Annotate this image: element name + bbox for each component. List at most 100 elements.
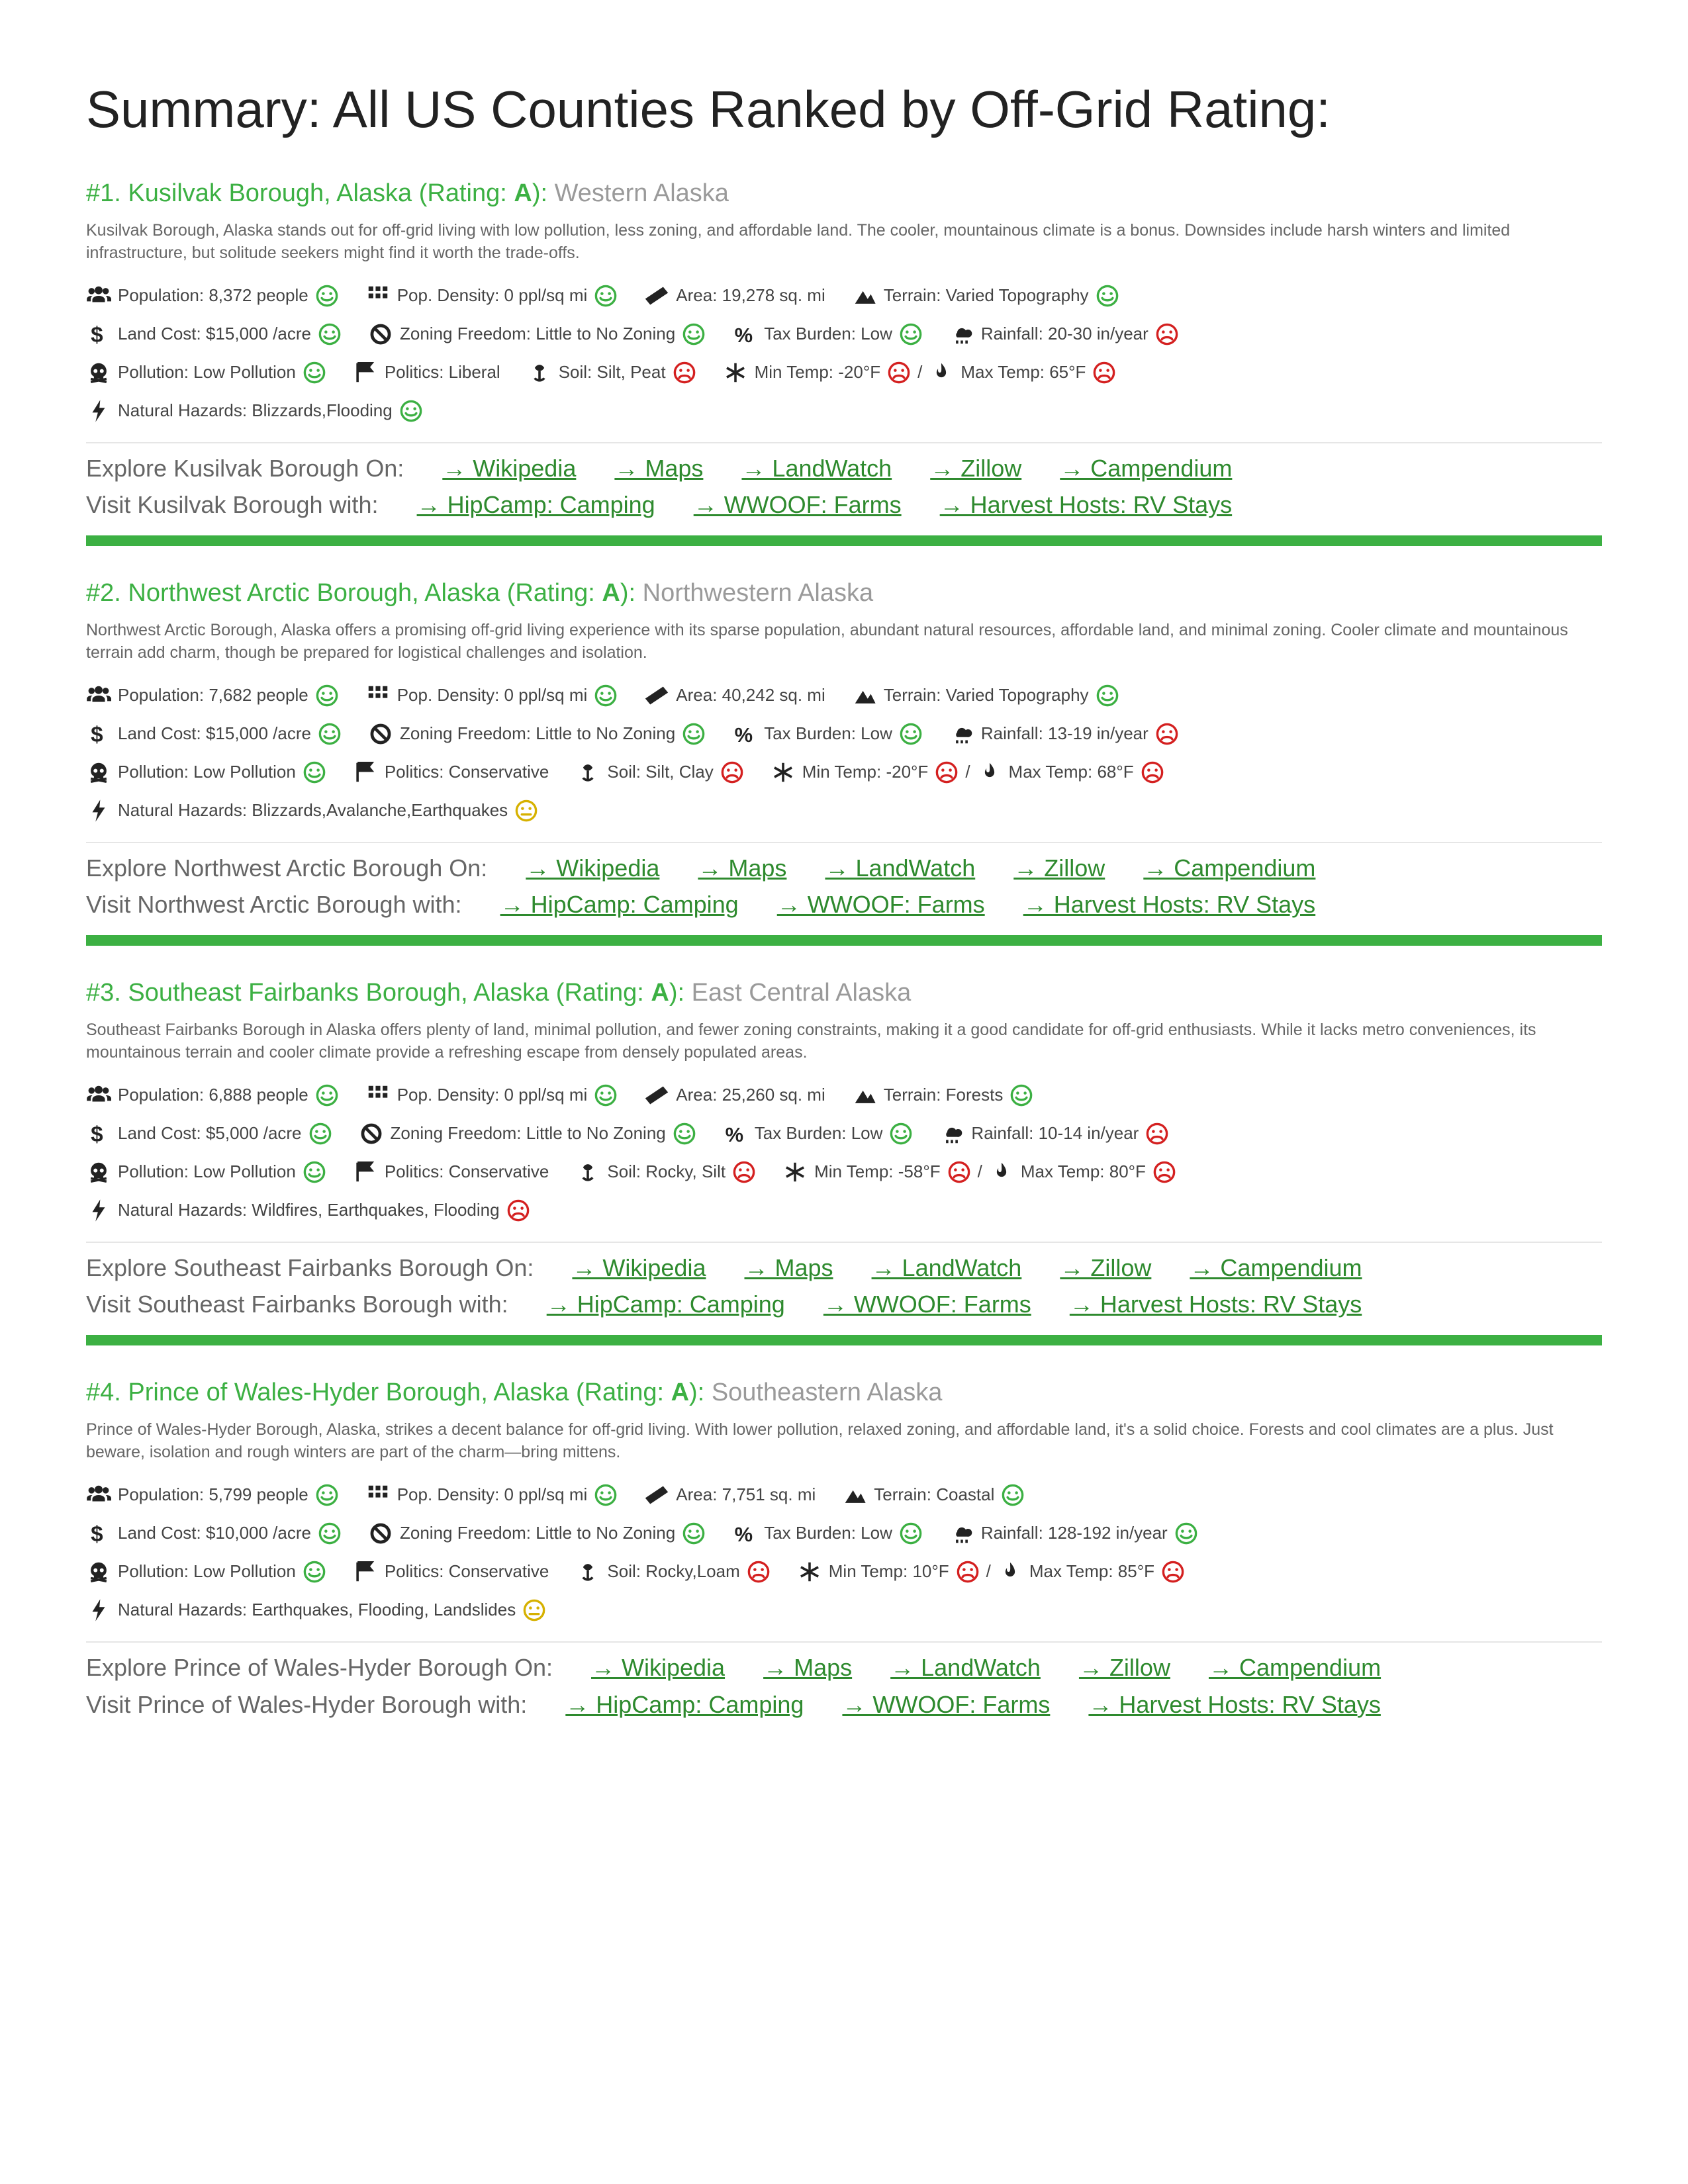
link-wwoof[interactable]: → WWOOF: Farms — [842, 1691, 1050, 1718]
link-landwatch[interactable]: → LandWatch — [825, 854, 975, 882]
pollution-icon — [86, 1559, 111, 1584]
face-good-icon — [594, 1483, 618, 1507]
link-campendium[interactable]: → Campendium — [1060, 455, 1232, 482]
link-hipcamp[interactable]: → HipCamp: Camping — [417, 491, 655, 518]
stat-population: Population: 7,682 people — [86, 683, 339, 708]
stat-area: Area: 7,751 sq. mi — [644, 1482, 816, 1508]
link-maps[interactable]: → Maps — [614, 455, 703, 482]
face-good-icon — [399, 399, 423, 423]
link-maps[interactable]: → Maps — [763, 1654, 852, 1681]
link-zillow[interactable]: → Zillow — [930, 455, 1021, 482]
stat-tax: Tax Burden: Low — [732, 322, 923, 347]
stat-label: Soil: Silt, Peat — [559, 362, 666, 383]
stat-zoning: Zoning Freedom: Little to No Zoning — [368, 1521, 706, 1546]
terrain-icon — [842, 1482, 867, 1508]
stat-label: Politics: Liberal — [385, 362, 500, 383]
entry-description: Northwest Arctic Borough, Alaska offers … — [86, 619, 1602, 664]
density-icon — [365, 1083, 391, 1108]
rain-icon — [949, 1521, 974, 1546]
link-harvest[interactable]: → Harvest Hosts: RV Stays — [1088, 1691, 1380, 1718]
face-good-icon — [673, 1122, 696, 1146]
face-good-icon — [1096, 284, 1119, 308]
link-zillow[interactable]: → Zillow — [1013, 854, 1105, 882]
entry-heading: #4. Prince of Wales-Hyder Borough, Alask… — [86, 1379, 1602, 1407]
zoning-icon — [368, 322, 393, 347]
link-wikipedia[interactable]: → Wikipedia — [442, 455, 576, 482]
pollution-icon — [86, 360, 111, 385]
link-wikipedia[interactable]: → Wikipedia — [591, 1654, 725, 1681]
terrain-icon — [852, 683, 877, 708]
stat-label: Zoning Freedom: Little to No Zoning — [400, 723, 675, 744]
explore-links: Explore Southeast Fairbanks Borough On: … — [86, 1250, 1602, 1287]
face-bad-icon — [1155, 322, 1179, 346]
max_temp-icon — [977, 760, 1002, 785]
stat-label: Pollution: Low Pollution — [118, 762, 296, 782]
face-bad-icon — [732, 1160, 756, 1184]
stat-label: Pollution: Low Pollution — [118, 1161, 296, 1182]
link-wwoof[interactable]: → WWOOF: Farms — [823, 1291, 1031, 1318]
visit-links: Visit Northwest Arctic Borough with: → H… — [86, 886, 1602, 923]
stat-label: Area: 7,751 sq. mi — [676, 1484, 816, 1505]
hazards-icon — [86, 1598, 111, 1623]
explore-links: Explore Prince of Wales-Hyder Borough On… — [86, 1649, 1602, 1686]
link-landwatch[interactable]: → LandWatch — [872, 1254, 1022, 1281]
stat-population: Population: 8,372 people — [86, 283, 339, 308]
link-maps[interactable]: → Maps — [698, 854, 786, 882]
face-good-icon — [682, 1522, 706, 1545]
stat-label: Natural Hazards: Blizzards,Avalanche,Ear… — [118, 800, 508, 821]
link-wikipedia[interactable]: → Wikipedia — [572, 1254, 706, 1281]
face-bad-icon — [1152, 1160, 1176, 1184]
stat-label: Rainfall: 13-19 in/year — [981, 723, 1149, 744]
land_cost-icon — [86, 322, 111, 347]
link-hipcamp[interactable]: → HipCamp: Camping — [565, 1691, 804, 1718]
link-harvest[interactable]: → Harvest Hosts: RV Stays — [1070, 1291, 1362, 1318]
population-icon — [86, 283, 111, 308]
terrain-icon — [852, 1083, 877, 1108]
stat-label: Terrain: Varied Topography — [884, 685, 1089, 705]
stat-land_cost: Land Cost: $5,000 /acre — [86, 1121, 332, 1146]
link-maps[interactable]: → Maps — [744, 1254, 833, 1281]
stat-label: Population: 7,682 people — [118, 685, 308, 705]
link-hipcamp[interactable]: → HipCamp: Camping — [547, 1291, 785, 1318]
stat-soil: Soil: Silt, Clay — [575, 760, 743, 785]
stat-label: Population: 8,372 people — [118, 285, 308, 306]
face-bad-icon — [673, 361, 696, 385]
stat-zoning: Zoning Freedom: Little to No Zoning — [368, 721, 706, 747]
face-good-icon — [1096, 684, 1119, 707]
link-wwoof[interactable]: → WWOOF: Farms — [694, 491, 902, 518]
rain-icon — [949, 322, 974, 347]
link-harvest[interactable]: → Harvest Hosts: RV Stays — [1023, 891, 1315, 918]
entry-heading: #1. Kusilvak Borough, Alaska (Rating: A)… — [86, 179, 1602, 208]
stat-label: Terrain: Coastal — [874, 1484, 994, 1505]
link-zillow[interactable]: → Zillow — [1079, 1654, 1170, 1681]
link-harvest[interactable]: → Harvest Hosts: RV Stays — [940, 491, 1232, 518]
stats-row: Population: 8,372 people Pop. Density: 0… — [86, 283, 1602, 424]
stats-row: Population: 5,799 people Pop. Density: 0… — [86, 1482, 1602, 1623]
link-campendium[interactable]: → Campendium — [1190, 1254, 1362, 1281]
link-landwatch[interactable]: → LandWatch — [741, 455, 892, 482]
stat-soil: Soil: Rocky,Loam — [575, 1559, 770, 1584]
stat-temps: Min Temp: -58°F / Max Temp: 80°F — [782, 1160, 1176, 1185]
stat-rain: Rainfall: 20-30 in/year — [949, 322, 1179, 347]
land_cost-icon — [86, 721, 111, 747]
link-wwoof[interactable]: → WWOOF: Farms — [777, 891, 985, 918]
link-wikipedia[interactable]: → Wikipedia — [526, 854, 659, 882]
stat-label: Area: 25,260 sq. mi — [676, 1085, 825, 1105]
link-campendium[interactable]: → Campendium — [1209, 1654, 1381, 1681]
link-campendium[interactable]: → Campendium — [1143, 854, 1315, 882]
rain-icon — [949, 721, 974, 747]
density-icon — [365, 683, 391, 708]
stat-terrain: Terrain: Forests — [852, 1083, 1034, 1108]
entry-heading: #3. Southeast Fairbanks Borough, Alaska … — [86, 979, 1602, 1007]
zoning-icon — [368, 1521, 393, 1546]
link-landwatch[interactable]: → LandWatch — [890, 1654, 1041, 1681]
link-hipcamp[interactable]: → HipCamp: Camping — [500, 891, 739, 918]
stat-zoning: Zoning Freedom: Little to No Zoning — [368, 322, 706, 347]
stat-label: Soil: Rocky, Silt — [607, 1161, 726, 1182]
terrain-icon — [852, 283, 877, 308]
stat-population: Population: 5,799 people — [86, 1482, 339, 1508]
face-bad-icon — [947, 1160, 971, 1184]
stat-hazards: Natural Hazards: Earthquakes, Flooding, … — [86, 1598, 546, 1623]
min_temp-icon — [782, 1160, 808, 1185]
link-zillow[interactable]: → Zillow — [1060, 1254, 1151, 1281]
